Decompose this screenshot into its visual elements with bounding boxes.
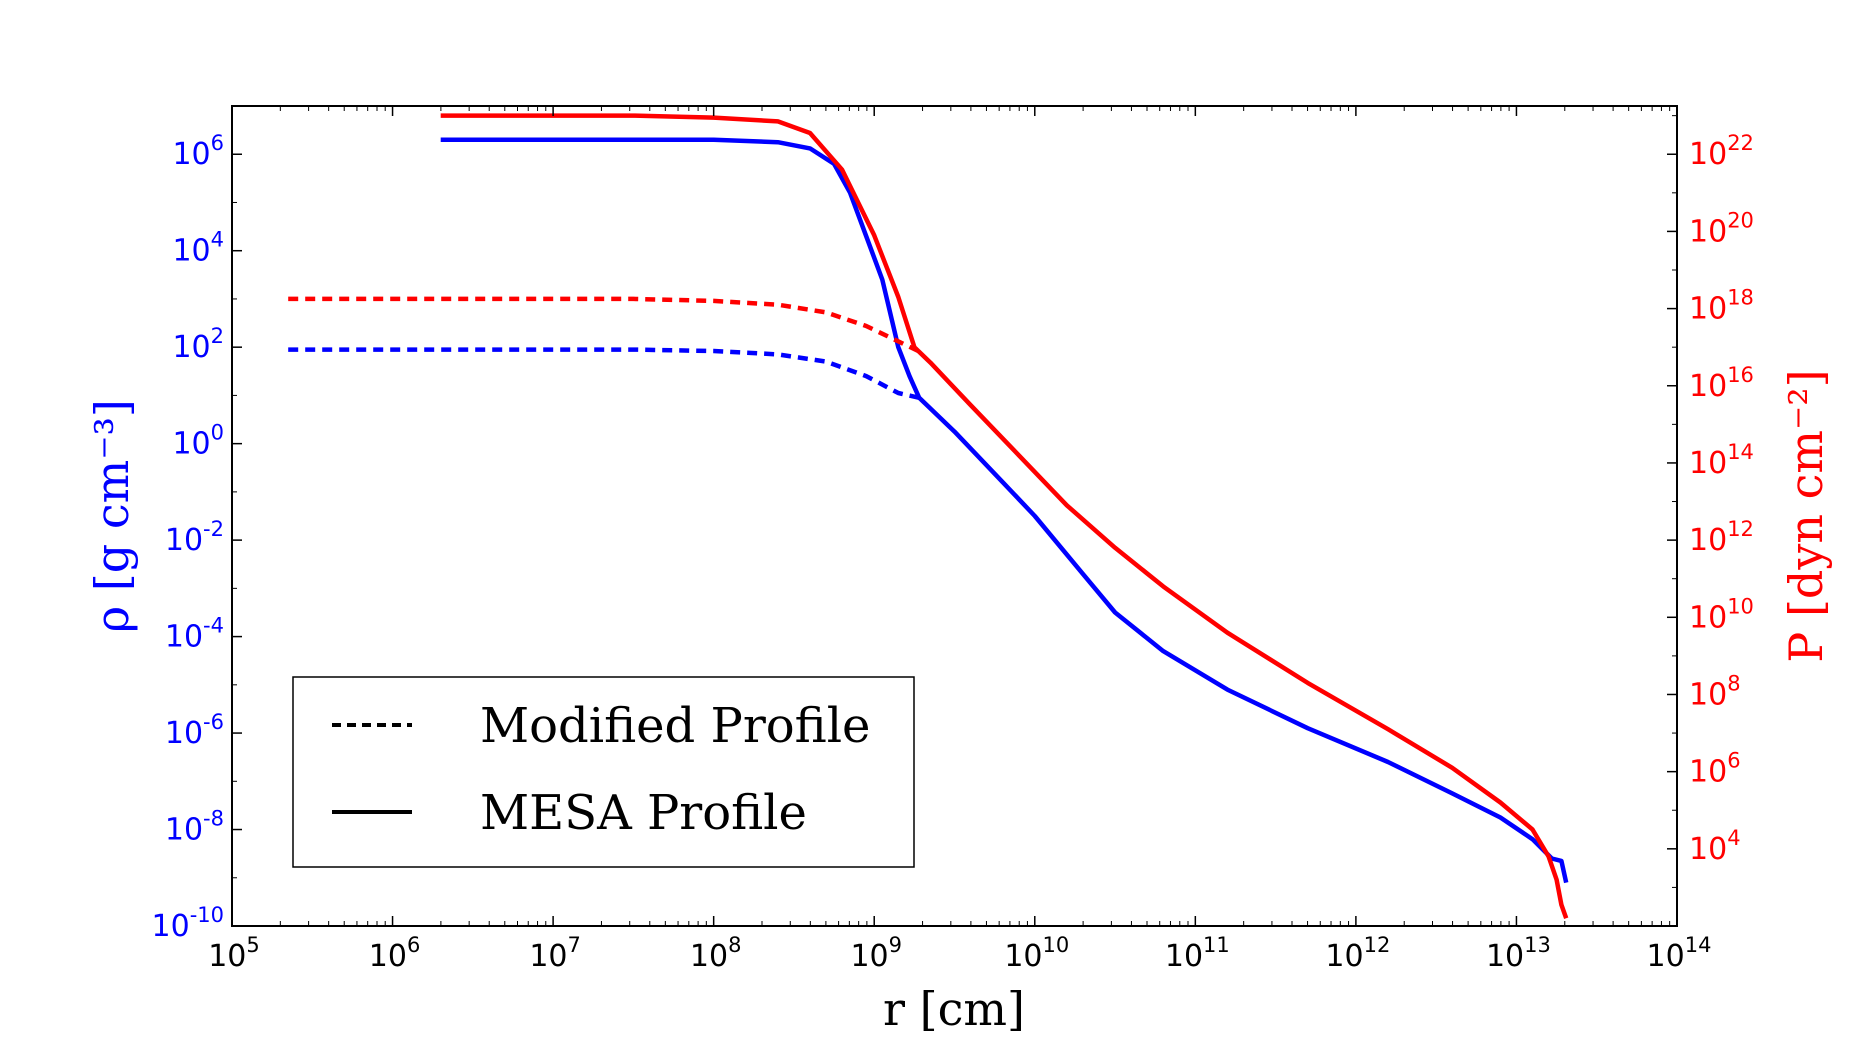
legend-entry-mesa: MESA Profile	[480, 785, 807, 841]
x-axis-label: r [cm]	[883, 982, 1025, 1036]
x-tick-label: 109	[850, 933, 902, 974]
x-tick-label: 1014	[1647, 933, 1712, 974]
y-right-tick-label: 1014	[1689, 440, 1754, 481]
x-tick-label: 106	[369, 933, 421, 974]
y-right-tick-label: 108	[1689, 671, 1741, 712]
x-tick-label: 1011	[1165, 933, 1230, 974]
y-right-tick-label: 1016	[1689, 363, 1754, 404]
y-right-tick-label: 1018	[1689, 286, 1754, 327]
legend: Modified Profile MESA Profile	[292, 676, 915, 868]
y-right-tick-label: 1020	[1689, 208, 1754, 249]
y-right-tick-label: 1010	[1689, 594, 1754, 635]
y-left-tick-label: 10-6	[165, 710, 224, 751]
y-right-axis-label: P [dyn cm⁻²]	[1779, 369, 1833, 662]
y-right-tick-label: 1022	[1689, 131, 1754, 172]
series-mesa-density	[440, 137, 1569, 884]
series-modified-pressure	[288, 296, 924, 356]
tick-layer: 105 106 107 108 109 1010 1011 1012 1013 1014 10-10…	[152, 105, 1754, 974]
x-tick-label: 1012	[1325, 933, 1390, 974]
y-left-tick-label: 10-10	[152, 903, 225, 944]
legend-entry-modified: Modified Profile	[480, 698, 870, 754]
x-tick-label: 105	[208, 933, 260, 974]
series-modified-density	[288, 347, 920, 400]
y-left-tick-label: 10-2	[165, 517, 224, 558]
y-left-tick-label: 102	[172, 324, 224, 365]
series-layer	[288, 113, 1569, 920]
x-tick-label: 107	[529, 933, 581, 974]
y-left-tick-label: 100	[172, 421, 224, 462]
x-tick-label: 108	[690, 933, 742, 974]
legend-box	[292, 676, 915, 868]
x-tick-label: 1010	[1004, 933, 1069, 974]
y-right-tick-label: 106	[1689, 749, 1741, 790]
y-left-tick-label: 10-4	[165, 614, 224, 655]
plot-frame	[231, 105, 1678, 927]
y-left-tick-label: 106	[172, 131, 224, 172]
y-right-tick-label: 1012	[1689, 517, 1754, 558]
y-right-tick-label: 104	[1689, 826, 1741, 867]
x-tick-label: 1013	[1486, 933, 1551, 974]
series-mesa-pressure	[440, 113, 1569, 920]
y-left-tick-label: 104	[172, 228, 224, 269]
y-left-tick-label: 10-8	[165, 807, 224, 848]
y-left-axis-label: ρ [g cm⁻³]	[85, 399, 139, 633]
